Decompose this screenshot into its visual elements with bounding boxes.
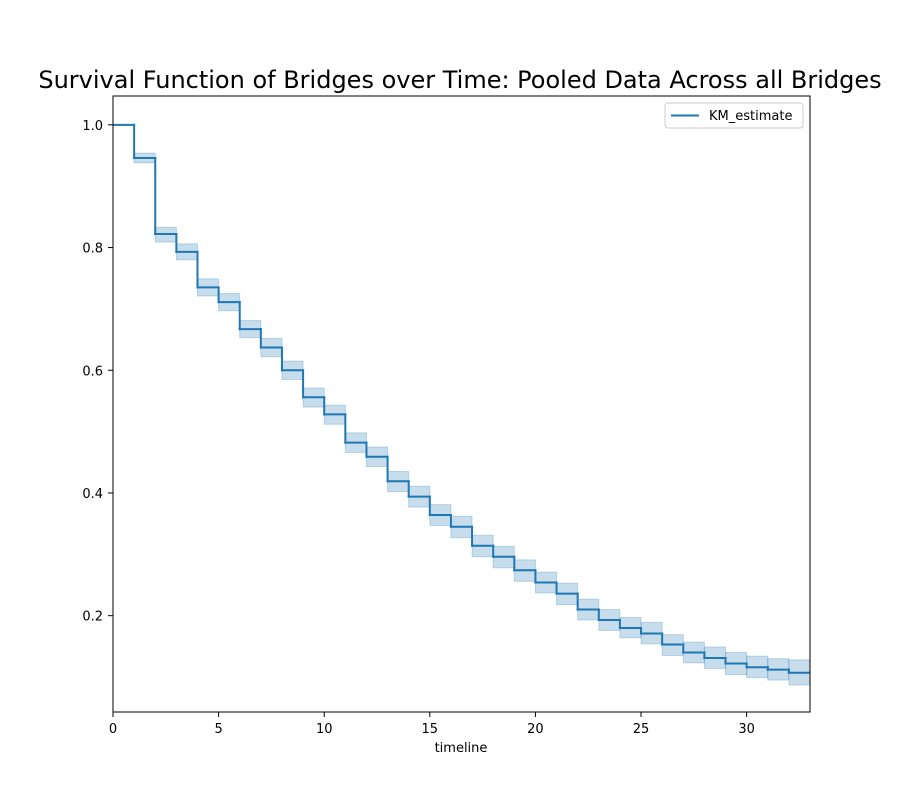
x-tick-label: 20 — [527, 722, 544, 737]
axes-frame — [112, 95, 811, 713]
legend-box — [664, 102, 804, 129]
x-tick-label: 15 — [422, 722, 439, 737]
legend: KM_estimate — [664, 102, 804, 129]
legend-label-km-estimate: KM_estimate — [709, 109, 792, 124]
x-tick-label: 30 — [738, 722, 755, 737]
x-tick-label: 10 — [316, 722, 333, 737]
x-tick-label: 0 — [109, 722, 117, 737]
y-tick-label: 0.4 — [82, 487, 103, 502]
y-tick-label: 0.2 — [82, 610, 103, 625]
x-tick-label: 25 — [633, 722, 650, 737]
y-axis-ticks: 0.2 0.4 0.6 0.8 1.0 — [82, 119, 113, 625]
x-tick-label: 5 — [214, 722, 222, 737]
confidence-band — [133, 152, 810, 686]
plot-area — [113, 123, 810, 686]
y-tick-label: 1.0 — [82, 119, 103, 134]
x-axis-ticks: 0 5 10 15 20 25 30 — [109, 712, 755, 737]
chart-title: Survival Function of Bridges over Time: … — [38, 66, 881, 94]
y-tick-label: 0.8 — [82, 242, 103, 257]
survival-curve — [113, 123, 810, 674]
x-axis-label: timeline — [435, 741, 488, 756]
y-tick-label: 0.6 — [82, 364, 103, 379]
